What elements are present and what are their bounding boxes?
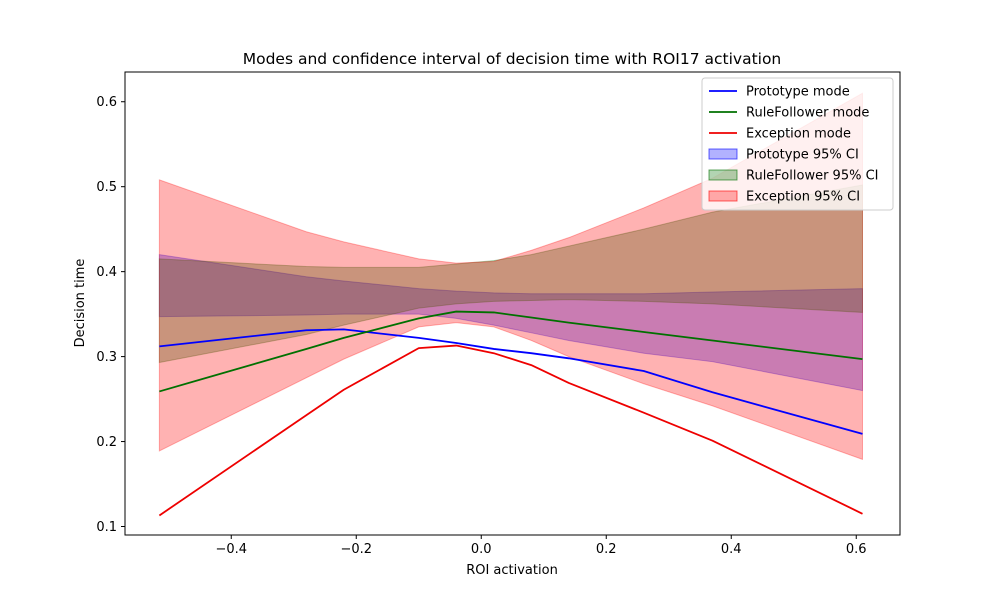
ci-bands [158,92,863,461]
y-tick-label: 0.4 [96,265,117,280]
legend-entry: Prototype mode [746,85,850,100]
mode-lines [158,310,863,517]
x-tick-label: 0.0 [471,542,492,557]
y-tick-label: 0.2 [96,435,117,450]
legend-entry: RuleFollower 95% CI [746,169,879,184]
series-line-1 [159,310,863,393]
y-tick-label: 0.5 [96,180,117,195]
legend-entry: RuleFollower mode [746,106,869,121]
ci-band-2 [158,92,863,461]
x-tick-label: 0.6 [846,542,867,557]
y-axis: 0.1 0.2 0.3 0.4 0.5 0.6 [96,95,125,535]
x-tick-label: −0.4 [215,542,247,557]
y-tick-label: 0.6 [96,95,117,110]
legend-patch-swatch [708,169,738,181]
legend-patch-swatch [708,148,738,160]
ci-band-0 [158,254,863,392]
x-axis: −0.4 −0.2 0.0 0.2 0.4 0.6 [215,535,867,557]
x-tick-label: −0.2 [340,542,372,557]
x-axis-label: ROI activation [466,563,558,578]
legend-entry: Prototype 95% CI [746,148,859,163]
series-line-2 [158,344,863,517]
legend-box [701,77,894,211]
series-line-0 [159,328,863,435]
y-tick-label: 0.3 [96,350,117,365]
y-axis-label: Decision time [73,259,88,348]
ci-band-1 [158,184,863,364]
legend: Prototype mode RuleFollower mode Exception… [701,77,894,211]
y-tick-label: 0.1 [96,520,117,535]
legend-entry: Exception mode [746,127,851,142]
chart-title: Modes and confidence interval of decisio… [243,50,782,68]
x-tick-label: 0.4 [721,542,742,557]
legend-patch-swatch [708,190,738,202]
plot-frame [124,71,901,536]
x-tick-label: 0.2 [596,542,617,557]
legend-entry: Exception 95% CI [746,190,860,205]
